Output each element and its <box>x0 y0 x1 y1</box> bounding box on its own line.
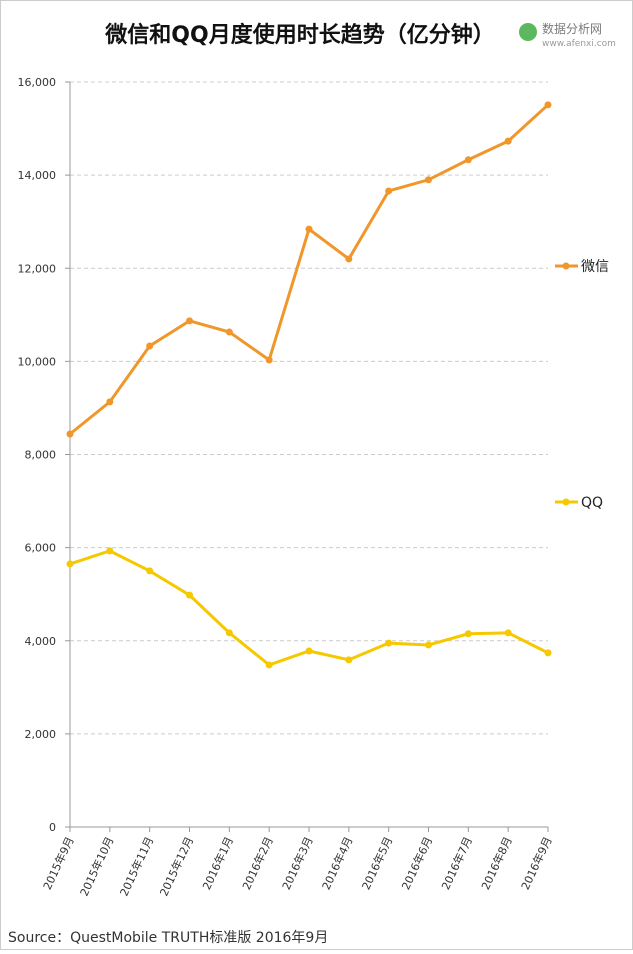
y-tick-label: 4,000 <box>25 635 57 648</box>
y-tick-label: 12,000 <box>18 262 57 275</box>
legend-label: QQ <box>581 495 603 511</box>
point <box>425 176 432 184</box>
point <box>106 398 114 406</box>
y-tick-label: 14,000 <box>18 169 57 182</box>
legend-label: 微信 <box>581 259 609 275</box>
legend-marker <box>562 498 570 506</box>
y-tick-label: 8,000 <box>25 449 57 462</box>
point <box>464 630 472 638</box>
point <box>225 328 233 336</box>
point <box>305 647 313 655</box>
legend-marker <box>562 262 570 270</box>
point <box>504 137 512 145</box>
point <box>504 629 512 637</box>
point <box>265 356 273 364</box>
y-tick-label: 2,000 <box>25 728 57 741</box>
y-tick-label: 0 <box>49 821 56 834</box>
watermark: 数据分析网 <box>542 21 602 36</box>
point <box>225 629 233 637</box>
point <box>186 317 193 325</box>
y-tick-label: 10,000 <box>18 355 57 368</box>
point <box>544 649 552 657</box>
point <box>305 225 313 233</box>
point <box>425 641 432 649</box>
y-tick-label: 16,000 <box>18 76 57 89</box>
point <box>464 156 472 164</box>
point <box>265 661 273 669</box>
point <box>66 430 74 438</box>
point <box>146 567 154 575</box>
point <box>544 101 552 109</box>
point <box>186 591 193 599</box>
watermark-logo <box>519 23 537 41</box>
point <box>345 656 353 664</box>
point <box>345 255 353 263</box>
point <box>66 560 74 568</box>
point <box>106 547 114 555</box>
point <box>385 639 393 647</box>
point <box>385 187 393 195</box>
source: Source：QuestMobile TRUTH标准版 2016年9月 <box>8 930 328 946</box>
point <box>146 342 154 350</box>
chart-title: 微信和QQ月度使用时长趋势（亿分钟） <box>104 22 494 48</box>
y-tick-label: 6,000 <box>25 542 57 555</box>
watermark-url: www.afenxi.com <box>542 39 616 49</box>
